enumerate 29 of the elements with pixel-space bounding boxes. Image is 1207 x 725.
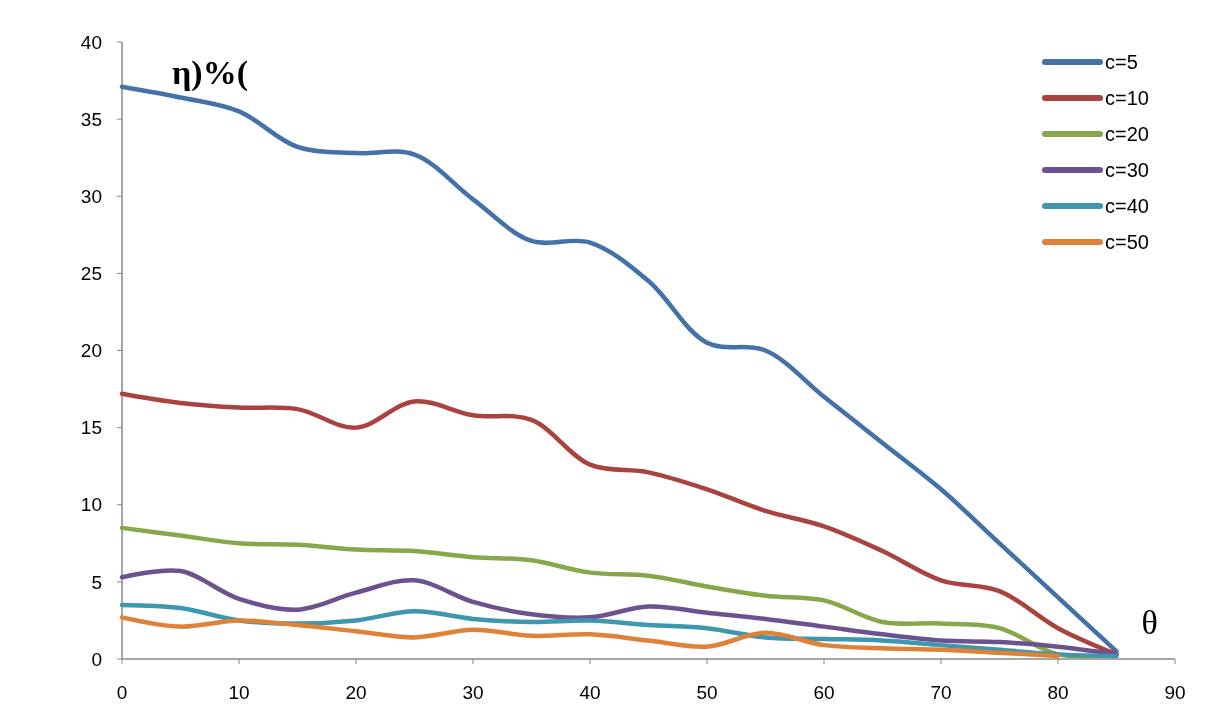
x-tick-label: 0 <box>116 682 128 703</box>
legend-label: c=10 <box>1105 87 1149 109</box>
y-tick-label: 5 <box>91 571 102 593</box>
x-tick-label: 30 <box>462 682 484 703</box>
x-axis-title: θ <box>1141 604 1158 641</box>
line-series <box>119 615 1061 659</box>
y-tick-label: 20 <box>80 340 102 362</box>
y-tick-label: 35 <box>80 108 102 130</box>
y-tick-label: 15 <box>80 417 102 439</box>
x-tick-label: 80 <box>1047 682 1069 703</box>
x-tick-label: 20 <box>345 682 367 703</box>
legend-label: c=50 <box>1105 231 1149 253</box>
x-tick-label: 10 <box>228 682 250 703</box>
y-axis-title: η)%( <box>172 54 248 92</box>
y-tick-label: 25 <box>80 263 102 285</box>
x-tick-label: 90 <box>1164 682 1186 703</box>
y-tick-label: 0 <box>91 648 102 670</box>
y-tick-label: 40 <box>80 31 102 53</box>
x-tick-label: 50 <box>696 682 718 703</box>
legend-label: c=40 <box>1105 195 1149 217</box>
x-tick-label: 70 <box>930 682 952 703</box>
legend-label: c=20 <box>1105 123 1149 145</box>
legend-label: c=30 <box>1105 159 1149 181</box>
legend-label: c=5 <box>1105 51 1138 73</box>
x-tick-label: 40 <box>579 682 601 703</box>
y-tick-label: 10 <box>80 494 102 516</box>
x-tick-label: 60 <box>813 682 835 703</box>
y-tick-label: 30 <box>80 185 102 207</box>
line-series <box>119 568 1119 657</box>
